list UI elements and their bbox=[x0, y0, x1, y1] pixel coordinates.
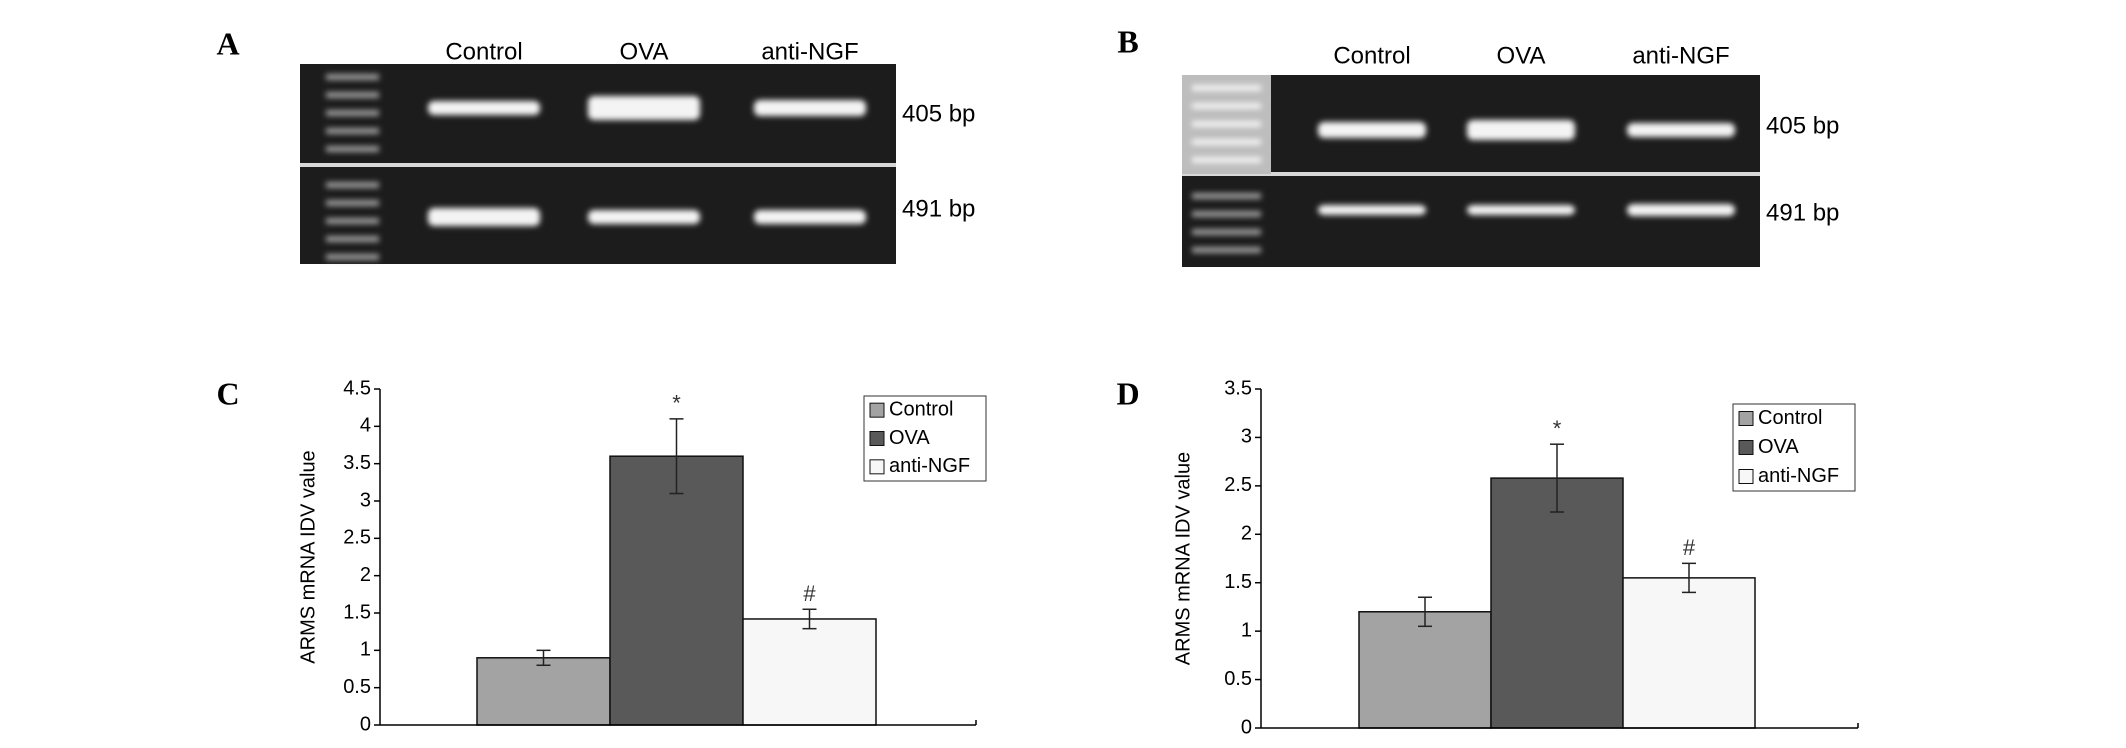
y-tick-label: 3 bbox=[360, 489, 371, 511]
ladder-band bbox=[326, 128, 379, 134]
legend-label: anti-NGF bbox=[889, 455, 970, 477]
ladder-band bbox=[326, 236, 379, 242]
gel-band bbox=[1467, 120, 1575, 140]
gel-band bbox=[1318, 205, 1426, 215]
gel-band bbox=[1467, 205, 1575, 215]
significance-marker: # bbox=[1683, 535, 1696, 560]
lane-label: Control bbox=[1333, 42, 1410, 69]
band-size-label: 491 bp bbox=[1766, 199, 1839, 226]
y-tick-label: 0 bbox=[360, 713, 371, 735]
ladder-band bbox=[326, 110, 379, 116]
legend-label: OVA bbox=[889, 427, 930, 449]
gel-divider bbox=[300, 163, 896, 167]
legend-swatch bbox=[1738, 440, 1754, 455]
y-tick-label: 2.5 bbox=[343, 527, 371, 549]
gel-band bbox=[754, 210, 866, 224]
legend-swatch bbox=[1738, 469, 1754, 484]
significance-marker: * bbox=[1553, 416, 1562, 441]
lane-label: OVA bbox=[1497, 42, 1546, 69]
legend-label: Control bbox=[889, 398, 953, 420]
ladder-band bbox=[326, 182, 379, 188]
ladder-band bbox=[1192, 247, 1261, 253]
gel-band bbox=[428, 208, 540, 226]
y-tick-label: 1 bbox=[360, 639, 371, 661]
legend-swatch bbox=[869, 459, 885, 475]
gel-band bbox=[588, 96, 700, 120]
bar bbox=[1622, 577, 1756, 729]
legend-swatch bbox=[869, 431, 885, 446]
legend-swatch bbox=[1738, 411, 1754, 426]
y-tick-label: 2 bbox=[1241, 523, 1252, 545]
ladder-band bbox=[1192, 121, 1261, 127]
gel-band bbox=[754, 100, 866, 116]
y-axis-label: ARMS mRNA IDV value bbox=[1172, 452, 1194, 665]
y-tick-label: 1 bbox=[1241, 619, 1252, 641]
ladder-band bbox=[1192, 229, 1261, 235]
ladder-band bbox=[1192, 193, 1261, 199]
y-tick-label: 2.5 bbox=[1224, 474, 1252, 496]
ladder-band bbox=[1192, 157, 1261, 163]
ladder-band bbox=[1192, 103, 1261, 109]
y-tick-label: 0 bbox=[1241, 716, 1252, 738]
panel-letter: D bbox=[1116, 375, 1139, 411]
gel-image bbox=[1182, 75, 1760, 267]
band-size-label: 491 bp bbox=[902, 195, 975, 222]
y-tick-label: 3.5 bbox=[1224, 377, 1252, 399]
bar bbox=[609, 455, 744, 726]
ladder-band bbox=[326, 254, 379, 260]
ladder-band bbox=[326, 92, 379, 98]
panel-letter: B bbox=[1117, 23, 1138, 59]
gel-divider bbox=[1182, 172, 1760, 176]
lane-label: anti-NGF bbox=[1632, 42, 1729, 69]
ladder-band bbox=[1192, 139, 1261, 145]
bar bbox=[1490, 477, 1624, 729]
y-tick-label: 0.5 bbox=[343, 676, 371, 698]
band-size-label: 405 bp bbox=[902, 100, 975, 127]
y-tick-label: 4 bbox=[360, 415, 371, 437]
bar bbox=[476, 657, 611, 726]
gel-band bbox=[588, 210, 700, 224]
y-tick-label: 1.5 bbox=[1224, 571, 1252, 593]
panel-letter: C bbox=[216, 375, 239, 411]
y-tick-label: 0.5 bbox=[1224, 668, 1252, 690]
bar bbox=[742, 618, 877, 726]
lane-label: anti-NGF bbox=[761, 38, 858, 65]
y-axis-label: ARMS mRNA IDV value bbox=[297, 450, 319, 663]
legend-label: Control bbox=[1758, 407, 1822, 429]
ladder-band bbox=[1192, 85, 1261, 91]
ladder-band bbox=[1192, 211, 1261, 217]
ladder-band bbox=[326, 200, 379, 206]
ladder-band bbox=[326, 146, 379, 152]
y-tick-label: 1.5 bbox=[343, 601, 371, 623]
ladder-band bbox=[326, 74, 379, 80]
significance-marker: * bbox=[672, 391, 681, 416]
legend-label: OVA bbox=[1758, 436, 1799, 458]
y-tick-label: 2 bbox=[360, 564, 371, 586]
panel-letter: A bbox=[216, 25, 239, 61]
gel-band bbox=[1627, 123, 1735, 137]
y-tick-label: 3.5 bbox=[343, 452, 371, 474]
y-tick-label: 3 bbox=[1241, 426, 1252, 448]
legend-swatch bbox=[869, 402, 885, 418]
y-tick-label: 4.5 bbox=[343, 377, 371, 399]
gel-band bbox=[1318, 122, 1426, 138]
gel-band bbox=[428, 101, 540, 115]
ladder-band bbox=[326, 218, 379, 224]
lane-label: OVA bbox=[620, 38, 669, 65]
legend-label: anti-NGF bbox=[1758, 465, 1839, 487]
bar bbox=[1358, 611, 1492, 729]
significance-marker: # bbox=[803, 581, 816, 606]
lane-label: Control bbox=[445, 38, 522, 65]
band-size-label: 405 bp bbox=[1766, 112, 1839, 139]
gel-band bbox=[1627, 204, 1735, 216]
